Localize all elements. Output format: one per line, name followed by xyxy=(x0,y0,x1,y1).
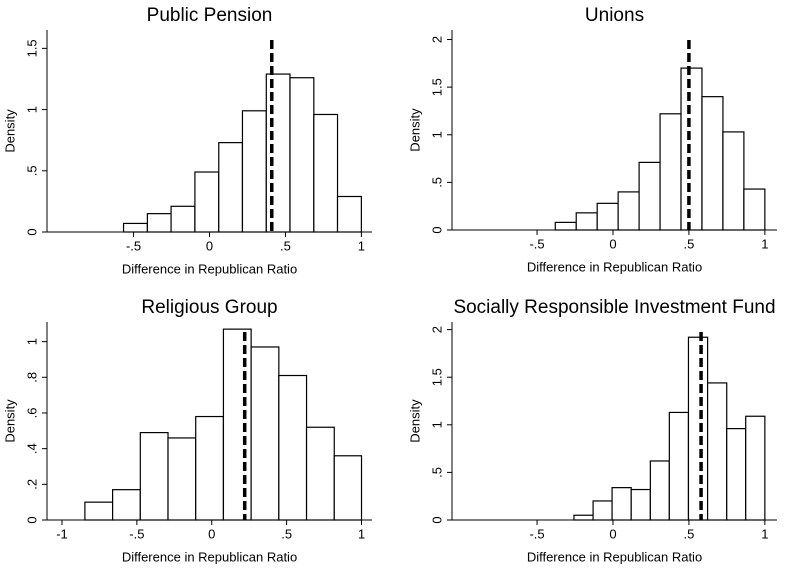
bar xyxy=(111,489,141,521)
bar xyxy=(659,113,682,231)
bar xyxy=(701,96,724,231)
x-tick-label: 1 xyxy=(761,526,768,541)
y-tick-label: 1.5 xyxy=(24,39,39,57)
x-tick-label: 1 xyxy=(358,238,365,253)
y-tick-label: 1.5 xyxy=(429,368,444,386)
y-tick-label: 0 xyxy=(429,516,444,523)
bar xyxy=(630,488,651,521)
bar xyxy=(84,501,114,521)
bar xyxy=(617,191,640,231)
y-axis-label: Density xyxy=(407,399,422,443)
x-tick-label: 0 xyxy=(609,526,616,541)
panel-title: Socially Responsible Investment Fund xyxy=(453,297,775,318)
bar xyxy=(611,487,632,521)
bar xyxy=(638,161,661,231)
bar xyxy=(554,221,577,231)
bar xyxy=(122,222,148,233)
y-tick-label: .8 xyxy=(24,372,39,383)
y-tick-label: .2 xyxy=(24,479,39,490)
bar xyxy=(726,428,747,521)
y-tick-label: .5 xyxy=(24,165,39,176)
bar xyxy=(313,113,339,233)
bar xyxy=(649,460,670,521)
x-tick-label: .5 xyxy=(683,526,694,541)
x-tick-label: .5 xyxy=(281,526,292,541)
panel-title: Religious Group xyxy=(141,297,277,318)
bar xyxy=(575,212,598,231)
x-tick-label: 1 xyxy=(761,236,768,251)
x-axis-label: Difference in Republican Ratio xyxy=(527,259,702,274)
bar xyxy=(333,455,363,521)
bar xyxy=(592,500,613,521)
bar xyxy=(745,415,766,521)
x-axis-label: Difference in Republican Ratio xyxy=(122,261,297,276)
x-tick-label: -.5 xyxy=(129,526,144,541)
bar xyxy=(241,110,267,233)
y-tick-label: 0 xyxy=(429,226,444,233)
bar xyxy=(222,328,252,521)
y-tick-label: 0 xyxy=(24,516,39,523)
bar xyxy=(680,67,703,231)
bar xyxy=(170,205,196,233)
y-tick-label: 2 xyxy=(429,36,444,43)
bar xyxy=(722,131,745,231)
y-tick-label: 1.5 xyxy=(429,78,444,96)
y-tick-label: .4 xyxy=(24,443,39,454)
x-tick-label: .5 xyxy=(280,238,291,253)
panel-title: Public Pension xyxy=(147,5,273,26)
bar xyxy=(687,336,709,521)
x-tick-label: 0 xyxy=(609,236,616,251)
x-tick-label: -.5 xyxy=(126,238,141,253)
y-tick-label: .5 xyxy=(429,177,444,188)
x-tick-label: .5 xyxy=(683,236,694,251)
y-tick-label: .5 xyxy=(429,467,444,478)
bar xyxy=(336,195,362,233)
x-tick-label: 0 xyxy=(206,238,213,253)
bar xyxy=(194,171,220,233)
y-tick-label: 2 xyxy=(429,326,444,333)
bar xyxy=(289,77,315,233)
bar xyxy=(265,73,291,233)
bar xyxy=(167,437,197,521)
x-tick-label: -1 xyxy=(56,526,68,541)
panel-title: Unions xyxy=(585,5,644,26)
bar xyxy=(278,374,308,521)
x-tick-label: 1 xyxy=(358,526,365,541)
x-axis-label: Difference in Republican Ratio xyxy=(122,549,297,564)
y-axis-label: Density xyxy=(407,108,422,152)
bar xyxy=(305,426,335,521)
bar xyxy=(195,415,225,521)
y-axis-label: Density xyxy=(2,399,17,443)
bar xyxy=(706,382,728,521)
bar xyxy=(146,213,172,233)
y-tick-label: 1 xyxy=(429,421,444,428)
x-tick-label: 0 xyxy=(208,526,215,541)
bar xyxy=(668,411,690,521)
x-axis-label: Difference in Republican Ratio xyxy=(527,549,702,564)
y-tick-label: 1 xyxy=(24,106,39,113)
bar xyxy=(139,431,169,521)
bar xyxy=(596,202,619,231)
bar xyxy=(218,142,244,233)
x-tick-label: -.5 xyxy=(529,236,544,251)
y-tick-label: 0 xyxy=(24,228,39,235)
y-tick-label: 1 xyxy=(24,338,39,345)
bar xyxy=(250,346,280,521)
y-tick-label: 1 xyxy=(429,131,444,138)
y-axis-label: Density xyxy=(2,109,17,153)
x-tick-label: -.5 xyxy=(529,526,544,541)
bar xyxy=(573,514,594,521)
y-tick-label: .6 xyxy=(24,408,39,419)
bar xyxy=(743,188,766,231)
